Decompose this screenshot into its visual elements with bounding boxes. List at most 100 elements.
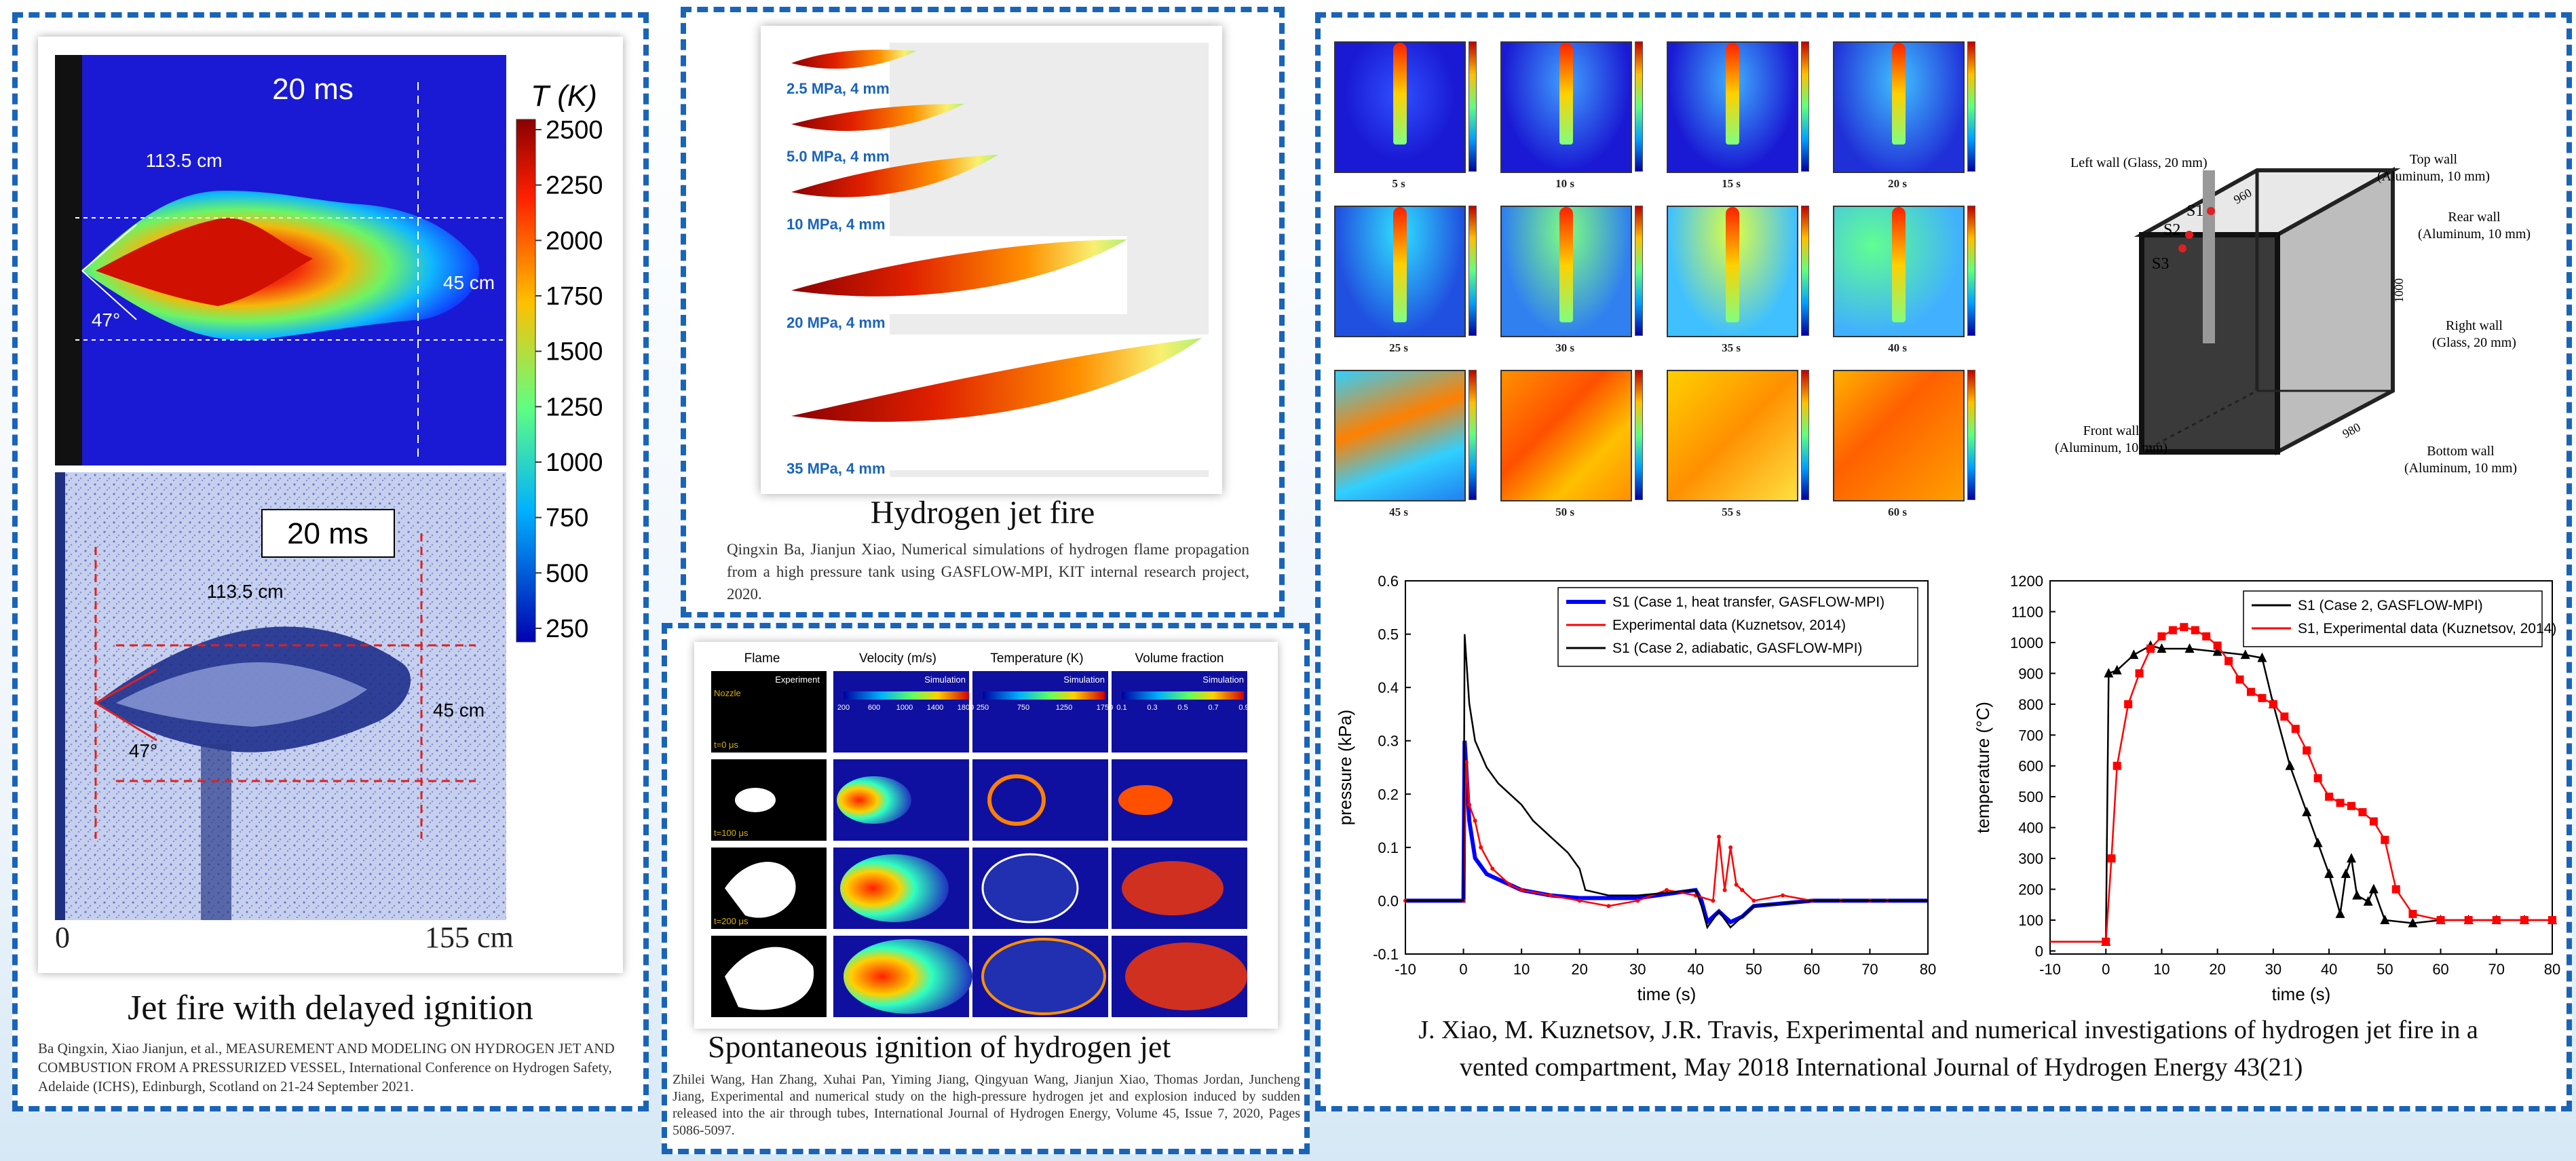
- snapshot-colorbar: [1635, 206, 1643, 336]
- snapshot-colorbar: [1469, 206, 1477, 336]
- x-tick-label: 50: [1745, 961, 1762, 978]
- axis-end-label: 155 cm: [425, 921, 514, 954]
- panel2-title: Hydrogen jet fire: [870, 495, 1095, 531]
- snapshot-colorbar: [1801, 370, 1809, 500]
- series-point: [2168, 626, 2177, 634]
- series-point: [1734, 882, 1739, 887]
- jet-plume: [1892, 43, 1906, 145]
- colorbar-tick-8: 500: [546, 559, 588, 588]
- jet-plume: [1393, 207, 1407, 322]
- series-point: [2124, 700, 2133, 708]
- series-point: [1508, 882, 1512, 887]
- snapshot-image: [1833, 41, 1965, 173]
- panel3-title: Spontaneous ignition of hydrogen jet: [708, 1029, 1171, 1064]
- pressure-chart: -10 0 10 20 30 40 50 60 70 80 -0.1 0.0 0.1 0.2 0.3 0.4 0…: [1335, 573, 1936, 1004]
- snapshot-4: 25 s: [1334, 206, 1490, 368]
- row-label-2: t=200 μs: [714, 916, 749, 926]
- snapshot-colorbar: [1469, 41, 1477, 172]
- series-point: [1751, 898, 1756, 903]
- jet-plume: [1559, 43, 1573, 145]
- jet-plume: [1393, 43, 1407, 145]
- y-tick-label: 500: [2018, 788, 2043, 805]
- snapshot-colorbar: [1801, 206, 1809, 336]
- snapshot-colorbar: [1967, 41, 1975, 172]
- series-point: [1577, 898, 1582, 903]
- series-point: [1740, 888, 1745, 892]
- sub-sim-velocity: Simulation: [924, 674, 966, 685]
- snapshot-image: [1334, 370, 1466, 501]
- panel4-caption-line1: J. Xiao, M. Kuznetsov, J.R. Travis, Expe…: [1418, 1016, 2478, 1044]
- x-tick-label: 0: [1459, 961, 1467, 978]
- series-point: [2352, 890, 2362, 900]
- series-point: [2258, 693, 2267, 702]
- y-tick-label: 200: [2018, 881, 2043, 898]
- panel-hydrogen-jet-fire: 2.5 MPa, 4 mm 5.0 MPa, 4 mm 10 MPa, 4 mm…: [681, 7, 1285, 617]
- front-wall-material: (Aluminum, 10 mm): [2055, 440, 2167, 455]
- sensor-s3-label: S3: [2152, 255, 2169, 273]
- legend: S1 (Case 2, GASFLOW-MPI) S1, Experimental…: [2243, 590, 2556, 647]
- right-wall-label: Right wall: [2446, 318, 2503, 333]
- legend: S1 (Case 1, heat transfer, GASFLOW-MPI) E…: [1557, 587, 1918, 667]
- left-wall-label: Left wall (Glass, 20 mm): [2070, 155, 2208, 170]
- y-tick-label: 0: [2035, 943, 2043, 959]
- series-point: [2324, 868, 2334, 878]
- simulation-temperature-field: 20 ms 113.5 cm 45 cm 47°: [55, 55, 506, 465]
- snapshot-time-label: 50 s: [1555, 506, 1574, 518]
- series-point: [2492, 916, 2501, 924]
- row-label-0: t=0 μs: [714, 740, 739, 750]
- snapshot-time-label: 25 s: [1389, 341, 1408, 354]
- colorbar-tick-2: 2000: [546, 227, 603, 255]
- series-point: [2408, 917, 2418, 928]
- compartment-diagram: Left wall (Glass, 20 mm) Top wall (Alumi…: [2053, 133, 2556, 499]
- jet-plume: [1892, 207, 1906, 322]
- series-point: [1717, 835, 1721, 839]
- temp-ticks-3: 1750: [1097, 704, 1113, 712]
- snapshot-11: 60 s: [1833, 370, 1989, 533]
- temp-ticks-0: 250: [977, 704, 989, 712]
- vf-ticks-1: 0.3: [1147, 704, 1157, 712]
- sim-height-label: 45 cm: [443, 272, 495, 293]
- series-point: [2408, 909, 2417, 918]
- snapshot-colorbar: [1469, 370, 1477, 500]
- y-tick-label: 400: [2018, 820, 2043, 837]
- y-tick-label: 0.6: [1378, 573, 1399, 590]
- x-tick-label: 40: [2321, 961, 2337, 978]
- series-point: [2180, 623, 2189, 632]
- snapshot-image: [1667, 206, 1798, 337]
- colorbar-tick-3: 1750: [546, 282, 603, 311]
- snapshot-image: [1500, 370, 1632, 501]
- y-tick-label: 700: [2018, 727, 2043, 744]
- exp-angle-label: 47°: [129, 740, 157, 761]
- series-point: [2146, 645, 2155, 653]
- x-axis-label: time (s): [1637, 984, 1697, 1004]
- x-tick-label: 20: [1571, 961, 1587, 978]
- snapshot-colorbar: [1635, 41, 1643, 172]
- snapshot-time-label: 40 s: [1888, 341, 1907, 354]
- case-label-1: 2.5 MPa, 4 mm: [787, 80, 890, 97]
- series-point: [2381, 835, 2389, 844]
- y-tick-label: -0.1: [1373, 946, 1399, 963]
- temperature-ticks: 250 750 1250 1750: [977, 704, 1113, 712]
- temperature-colorbar: T (K) 2500 2250 2000 1750 1500 1250 1000 750 500…: [516, 79, 603, 643]
- panel2-reference: Qingxin Ba, Jianjun Xiao, Numerical simu…: [727, 541, 1249, 603]
- series-point: [2240, 649, 2250, 660]
- series-point: [2347, 853, 2356, 863]
- series-point: [2184, 643, 2195, 653]
- row-label-1: t=100 μs: [714, 828, 749, 838]
- sensor-s1-label: S1: [2186, 202, 2203, 220]
- series-point: [2335, 908, 2345, 918]
- series-point: [2325, 793, 2334, 801]
- case-label-4: 20 MPa, 4 mm: [787, 314, 886, 331]
- series-point: [1711, 898, 1716, 903]
- snapshot-time-label: 45 s: [1389, 506, 1408, 518]
- series-point: [1635, 898, 1640, 903]
- jet-plume: [1726, 43, 1739, 145]
- series-point: [2257, 652, 2267, 662]
- series-point: [2336, 799, 2345, 807]
- series-point: [1728, 845, 1733, 850]
- y-tick-label: 900: [2018, 665, 2043, 682]
- snapshot-0: 5 s: [1334, 41, 1490, 204]
- series-point: [2269, 700, 2277, 708]
- jet-plume: [1559, 207, 1573, 322]
- x-tick-label: -10: [2039, 961, 2061, 978]
